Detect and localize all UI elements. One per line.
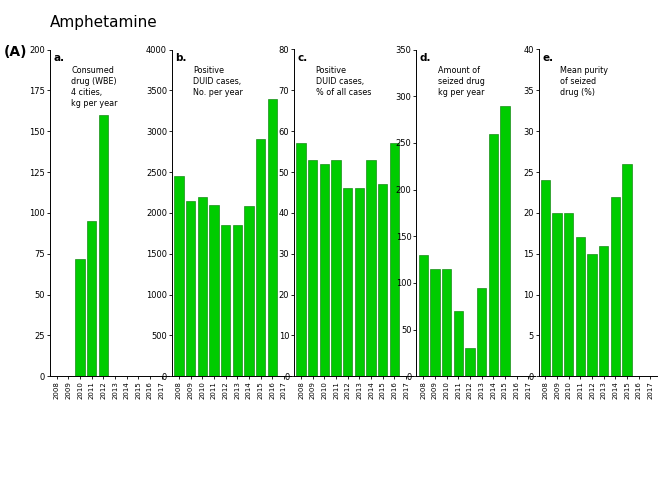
Bar — [442, 269, 452, 376]
Bar — [87, 221, 96, 376]
Bar — [232, 225, 242, 376]
Bar — [611, 197, 620, 376]
Bar — [489, 134, 498, 376]
Bar — [209, 205, 218, 376]
Bar — [500, 105, 509, 376]
Bar — [477, 288, 486, 376]
Bar — [343, 188, 353, 376]
Bar — [588, 253, 597, 376]
Text: Mean purity
of seized
drug (%): Mean purity of seized drug (%) — [560, 66, 608, 97]
Bar — [221, 225, 230, 376]
Text: Positive
DUID cases,
% of all cases: Positive DUID cases, % of all cases — [315, 66, 371, 97]
Bar — [599, 246, 608, 376]
Bar — [256, 140, 265, 376]
Bar — [331, 160, 341, 376]
Bar — [268, 99, 277, 376]
Bar — [622, 164, 631, 376]
Bar — [99, 115, 108, 376]
Bar — [308, 160, 317, 376]
Bar — [454, 311, 463, 376]
Bar — [244, 206, 254, 376]
Text: a.: a. — [53, 53, 64, 63]
Text: (A): (A) — [3, 45, 27, 58]
Bar — [355, 188, 364, 376]
Bar — [367, 160, 376, 376]
Bar — [76, 258, 85, 376]
Bar — [419, 255, 428, 376]
Bar — [186, 200, 195, 376]
Bar — [430, 269, 440, 376]
Bar — [390, 144, 399, 376]
Bar — [465, 348, 475, 376]
Bar — [175, 176, 184, 376]
Bar — [297, 144, 306, 376]
Bar — [541, 180, 550, 376]
Text: Amphetamine: Amphetamine — [50, 15, 157, 30]
Bar — [198, 197, 207, 376]
Text: b.: b. — [175, 53, 187, 63]
Bar — [576, 238, 585, 376]
Text: Consumed
drug (WBE)
4 cities,
kg per year: Consumed drug (WBE) 4 cities, kg per yea… — [71, 66, 118, 108]
Text: d.: d. — [420, 53, 432, 63]
Text: e.: e. — [542, 53, 553, 63]
Bar — [564, 213, 574, 376]
Text: Amount of
seized drug
kg per year: Amount of seized drug kg per year — [438, 66, 485, 97]
Text: c.: c. — [297, 53, 308, 63]
Bar — [378, 184, 387, 376]
Text: Positive
DUID cases,
No. per year: Positive DUID cases, No. per year — [193, 66, 243, 97]
Bar — [552, 213, 562, 376]
Bar — [320, 164, 329, 376]
